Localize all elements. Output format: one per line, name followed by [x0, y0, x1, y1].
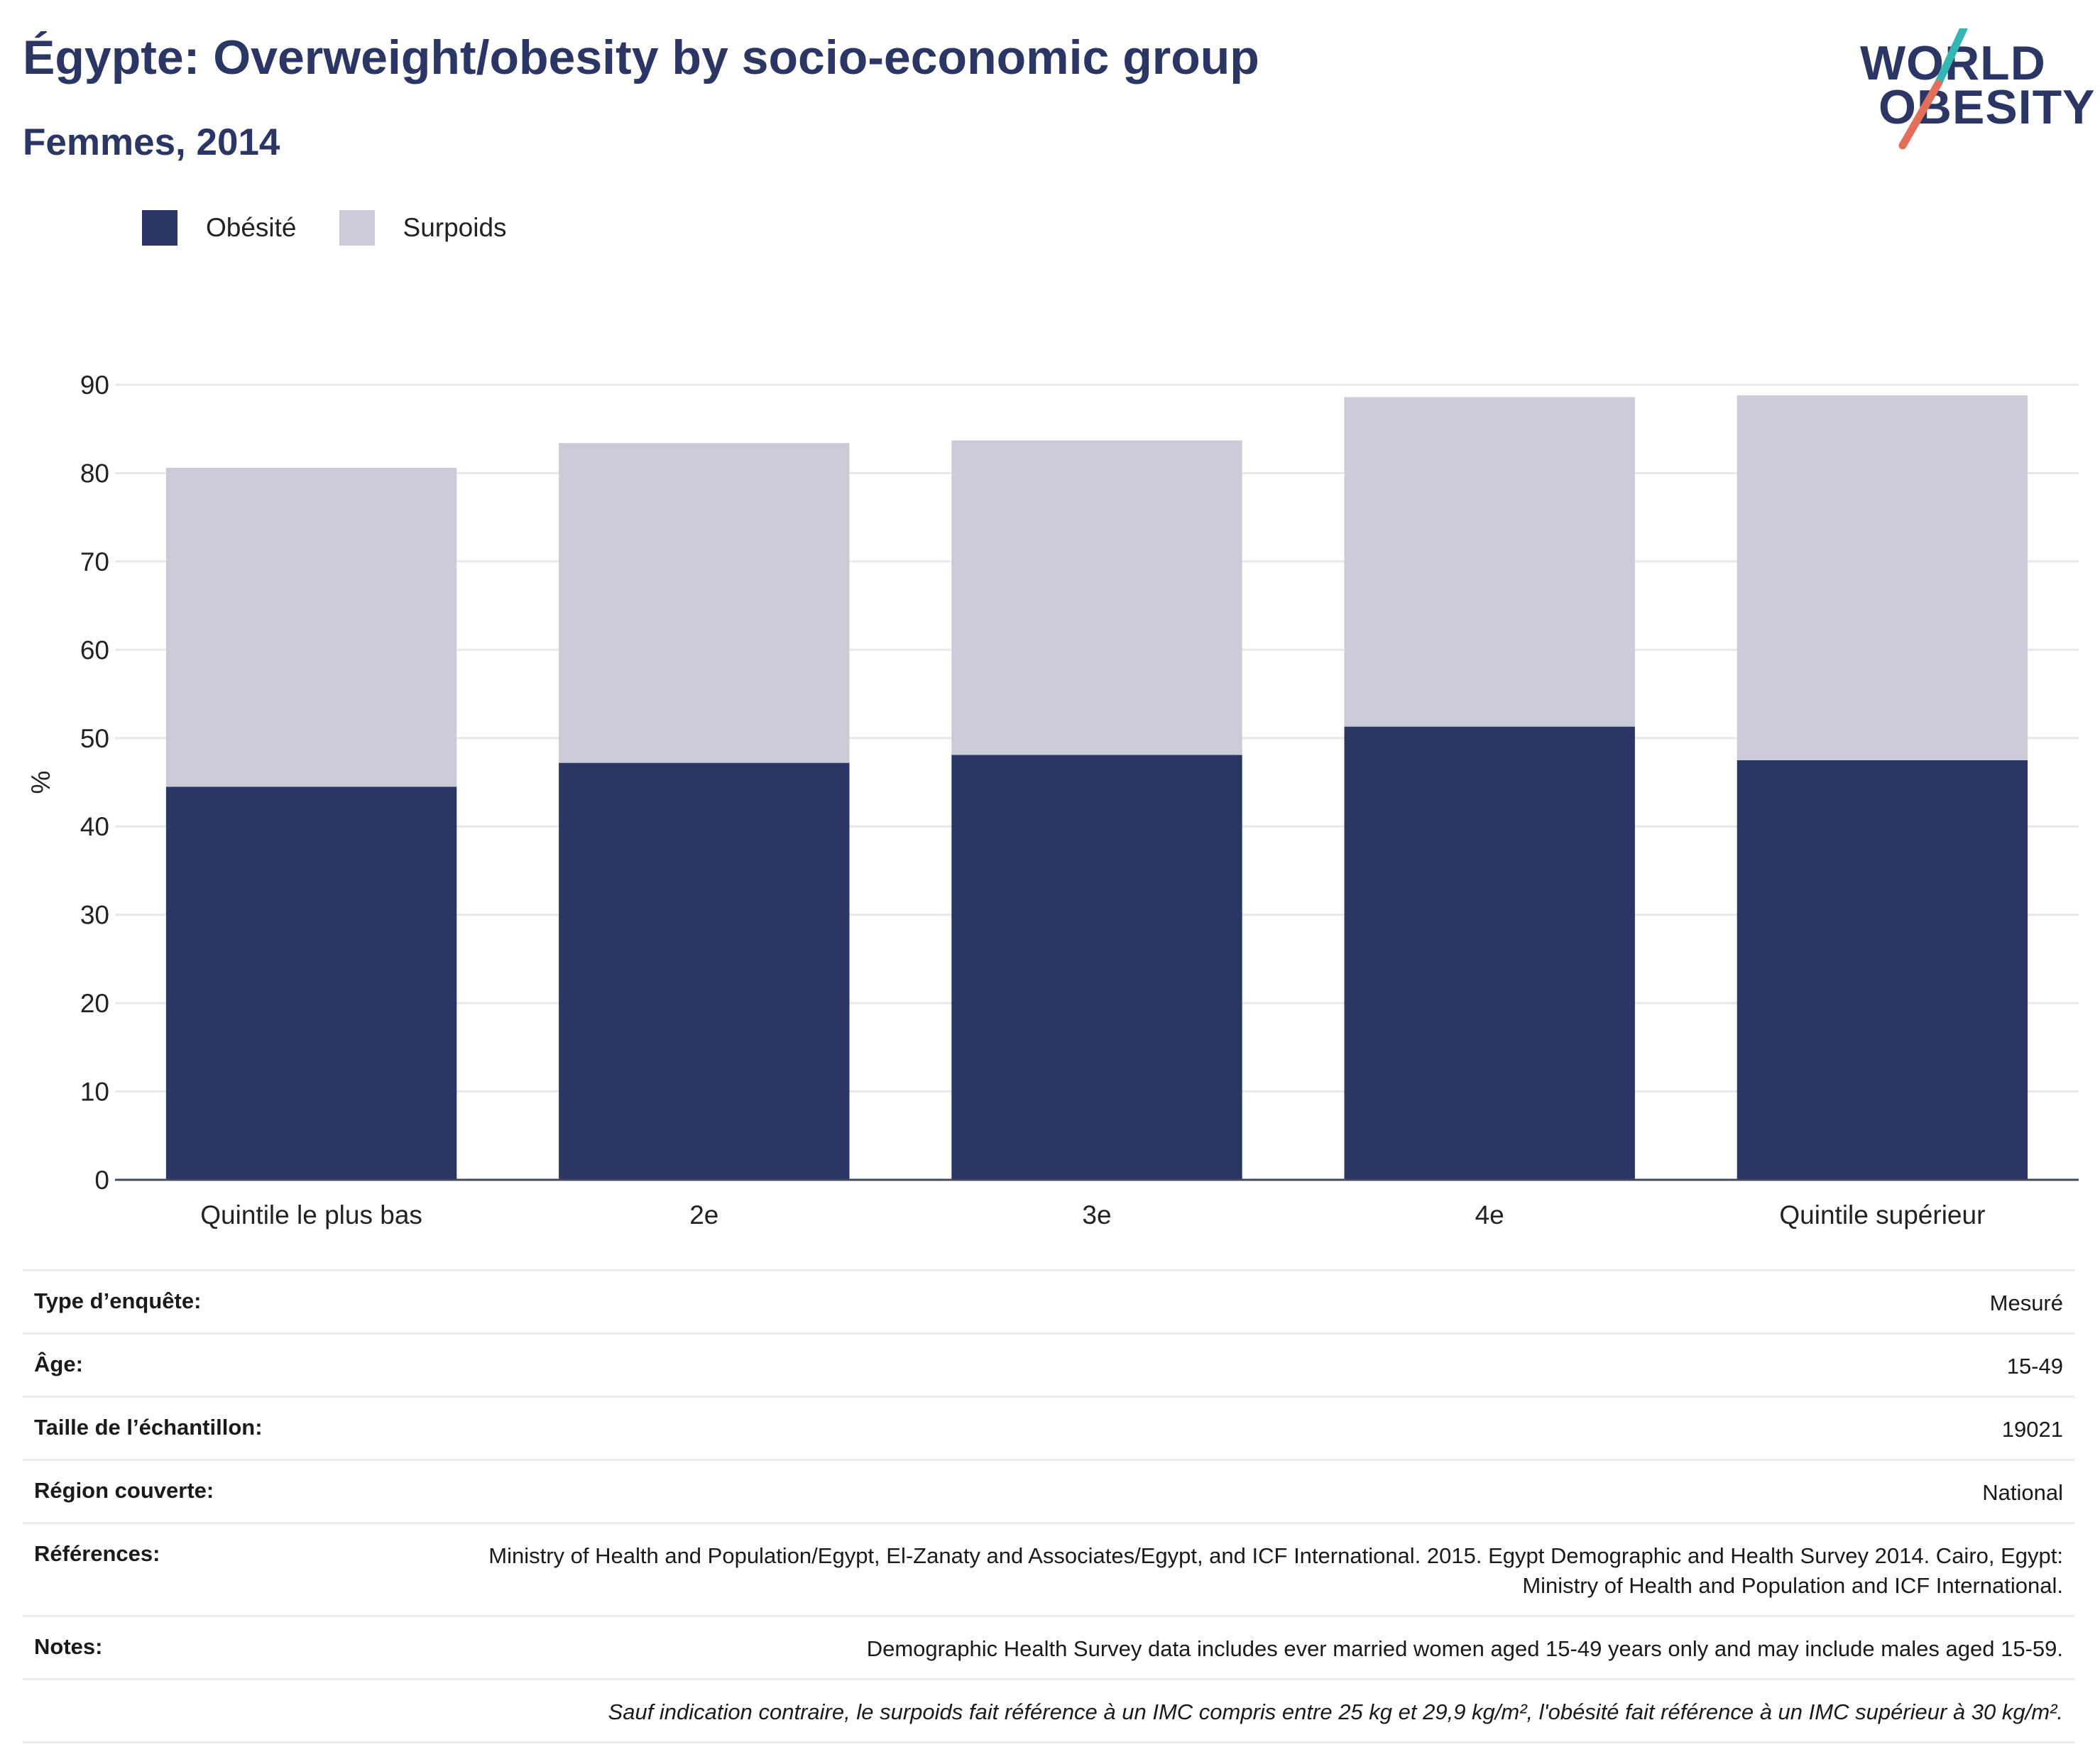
meta-value: Ministry of Health and Population/Egypt,… [488, 1543, 2063, 1598]
world-obesity-logo: WORLD OBESITY [1853, 28, 2095, 156]
meta-row-references: Références: Ministry of Health and Popul… [23, 1522, 2074, 1615]
y-tick-label: 10 [80, 1078, 109, 1107]
meta-label: Références: [34, 1541, 160, 1566]
x-tick-label: Quintile le plus bas [200, 1200, 422, 1230]
y-tick-label: 20 [80, 989, 109, 1018]
legend-item-overweight[interactable]: Surpoids [339, 210, 507, 246]
meta-value: Mesuré [1989, 1291, 2063, 1315]
legend-swatch-obesity [142, 210, 177, 246]
y-tick-label: 80 [80, 459, 109, 488]
legend-label-overweight: Surpoids [403, 213, 507, 242]
bar-overweight [1344, 397, 1635, 727]
meta-value: 19021 [2001, 1417, 2063, 1442]
y-tick-label: 90 [80, 371, 109, 400]
bar-obesity [1737, 760, 2028, 1180]
meta-label: Type d’enquête: [34, 1288, 202, 1313]
bar-overweight [1737, 395, 2028, 760]
bar-obesity [951, 755, 1242, 1180]
meta-row-region: Région couverte: National [23, 1459, 2074, 1522]
bar-obesity [1344, 726, 1635, 1180]
meta-value: Demographic Health Survey data includes … [866, 1636, 2063, 1661]
y-tick-label: 50 [80, 724, 109, 753]
meta-row-sample-size: Taille de l’échantillon: 19021 [23, 1396, 2074, 1459]
meta-label: Notes: [34, 1634, 103, 1659]
x-tick-label: 2e [689, 1200, 718, 1230]
bar-overweight [559, 443, 850, 763]
y-tick-label: 40 [80, 812, 109, 841]
bmi-footnote: Sauf indication contraire, le surpoids f… [23, 1678, 2074, 1743]
meta-value: National [1982, 1480, 2063, 1505]
chart-subtitle: Femmes, 2014 [23, 121, 280, 163]
y-tick-label: 70 [80, 547, 109, 576]
y-tick-label: 60 [80, 635, 109, 664]
stacked-bar-chart: 0 10 20 30 40 50 60 70 80 90% Quintile le plus bas… [26, 371, 2079, 1230]
meta-row-survey-type: Type d’enquête: Mesuré [23, 1269, 2074, 1332]
meta-label: Âge: [34, 1352, 83, 1376]
footnote-text: Sauf indication contraire, le surpoids f… [608, 1699, 2063, 1724]
logo-slash-icon [1898, 28, 1968, 150]
y-tick-label: 0 [94, 1166, 109, 1195]
bar-obesity [165, 787, 457, 1180]
y-tick-label: 30 [80, 901, 109, 930]
bar-overweight [165, 467, 457, 787]
chart-title: Égypte: Overweight/obesity by socio-econ… [23, 31, 1259, 84]
survey-metadata-table: Type d’enquête: Mesuré Âge: 15-49 Taille… [23, 1269, 2074, 1743]
y-axis-label: % [26, 771, 55, 794]
meta-label: Taille de l’échantillon: [34, 1415, 263, 1440]
legend-item-obesity[interactable]: Obésité [142, 210, 297, 246]
bar-overweight [951, 440, 1242, 755]
x-tick-label: 4e [1475, 1200, 1504, 1230]
meta-row-notes: Notes: Demographic Health Survey data in… [23, 1615, 2074, 1678]
chart-legend: Obésité Surpoids [142, 210, 549, 246]
meta-value: 15-49 [2006, 1354, 2063, 1379]
legend-label-obesity: Obésité [206, 213, 297, 242]
bar-obesity [559, 762, 850, 1180]
x-tick-label: 3e [1082, 1200, 1111, 1230]
x-tick-label: Quintile supérieur [1779, 1200, 1985, 1230]
meta-label: Région couverte: [34, 1478, 214, 1503]
meta-row-age: Âge: 15-49 [23, 1332, 2074, 1396]
legend-swatch-overweight [339, 210, 375, 246]
